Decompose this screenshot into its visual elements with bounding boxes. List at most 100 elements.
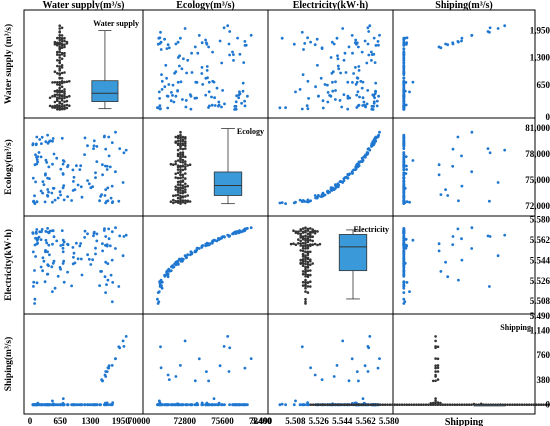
scatter-point <box>41 180 45 184</box>
swarm-point <box>60 102 64 106</box>
scatter-point <box>348 172 352 176</box>
swarm-point <box>301 258 305 261</box>
scatter-point <box>346 176 350 180</box>
scatter-point <box>361 96 365 100</box>
scatter-point <box>402 140 406 144</box>
swarm-point <box>179 142 182 145</box>
scatter-point <box>92 234 95 238</box>
scatter-point <box>91 258 94 262</box>
panel-2-0 <box>23 215 144 315</box>
scatter-point <box>243 40 247 43</box>
scatter-point <box>53 286 57 290</box>
swarm-point <box>434 373 437 377</box>
scatter-point <box>39 189 43 193</box>
x-tick-label: 75600 <box>211 416 234 426</box>
scatter-point <box>37 151 41 154</box>
swarm-point <box>304 237 307 240</box>
scatter-point <box>211 79 215 83</box>
scatter-point <box>496 27 500 30</box>
scatter-point <box>370 107 374 111</box>
swarm-point <box>451 403 454 407</box>
column-header: Electricity(kW·h) <box>293 0 369 11</box>
scatter-point <box>326 100 330 104</box>
swarm-point <box>184 190 187 194</box>
scatter-point <box>402 258 406 262</box>
scatter-point <box>204 76 208 80</box>
swarm-point <box>547 403 550 407</box>
scatter-point <box>104 235 108 238</box>
panel-3-1 <box>142 313 269 415</box>
scatter-point <box>347 379 351 383</box>
scatter-point <box>103 227 106 231</box>
swarm-point <box>299 244 303 247</box>
scatter-point <box>33 163 37 167</box>
scatter-point <box>292 42 296 46</box>
swarm-point <box>184 195 187 198</box>
swarm-point <box>434 364 437 368</box>
swarm-point <box>289 242 293 246</box>
swarm-point <box>304 278 307 282</box>
scatter-point <box>107 135 111 139</box>
scatter-point <box>366 26 370 30</box>
swarm-point <box>301 262 305 265</box>
scatter-point <box>446 194 450 197</box>
scatter-point <box>83 403 86 407</box>
scatter-point <box>294 90 297 94</box>
panel-1-3 <box>392 117 536 217</box>
scatter-point <box>302 48 305 51</box>
scatter-point <box>402 172 406 176</box>
row-label: Water supply (m³/s) <box>3 24 14 104</box>
scatter-point <box>402 235 406 239</box>
scatter-point <box>402 36 406 40</box>
y-tick-label: 72,000 <box>525 201 550 211</box>
y-tick-label: 81,000 <box>525 123 550 133</box>
swarm-point <box>60 97 64 100</box>
swarm-point <box>68 104 71 107</box>
scatter-point <box>94 252 97 256</box>
swarm-point <box>304 259 307 263</box>
swarm-point <box>181 191 185 195</box>
diag-label: Electricity <box>353 225 389 234</box>
scatter-point <box>242 61 246 64</box>
swarm-point <box>383 403 387 407</box>
swarm-point <box>506 403 509 407</box>
scatter-point <box>358 95 361 99</box>
scatter-point <box>58 266 62 269</box>
swarm-point <box>60 37 64 41</box>
swarm-point <box>443 403 447 407</box>
panel-frame <box>392 9 536 119</box>
swarm-point <box>174 199 177 203</box>
scatter-point <box>104 291 107 294</box>
scatter-point <box>34 143 38 147</box>
scatter-point <box>339 71 342 75</box>
scatter-point <box>332 42 336 46</box>
swarm-point <box>424 403 428 407</box>
scatter-point <box>178 54 182 58</box>
scatter-point <box>51 399 54 403</box>
scatter-point <box>40 230 43 234</box>
swarm-point <box>58 50 61 54</box>
scatter-point <box>439 270 443 273</box>
swarm-point <box>309 227 312 230</box>
row-label: Electricity(kW·h) <box>3 229 14 301</box>
scatter-point <box>117 199 121 203</box>
scatter-point <box>370 53 374 56</box>
scatter-point <box>460 39 463 43</box>
scatter-point <box>402 252 406 256</box>
scatter-point <box>363 364 367 368</box>
scatter-point <box>92 139 96 143</box>
scatter-point <box>196 51 200 55</box>
scatter-point <box>62 160 66 163</box>
swarm-point <box>56 36 59 40</box>
scatter-point <box>47 140 51 144</box>
swarm-point <box>362 403 365 407</box>
swarm-point <box>53 106 57 109</box>
scatter-point <box>457 40 460 44</box>
scatter-point <box>70 199 73 202</box>
y-tick-label: 5.562 <box>530 235 550 245</box>
scatter-point <box>352 72 355 75</box>
swarm-point <box>299 258 303 262</box>
swarm-point <box>301 270 305 273</box>
panel-frame <box>142 9 269 119</box>
scatter-point <box>94 176 97 180</box>
